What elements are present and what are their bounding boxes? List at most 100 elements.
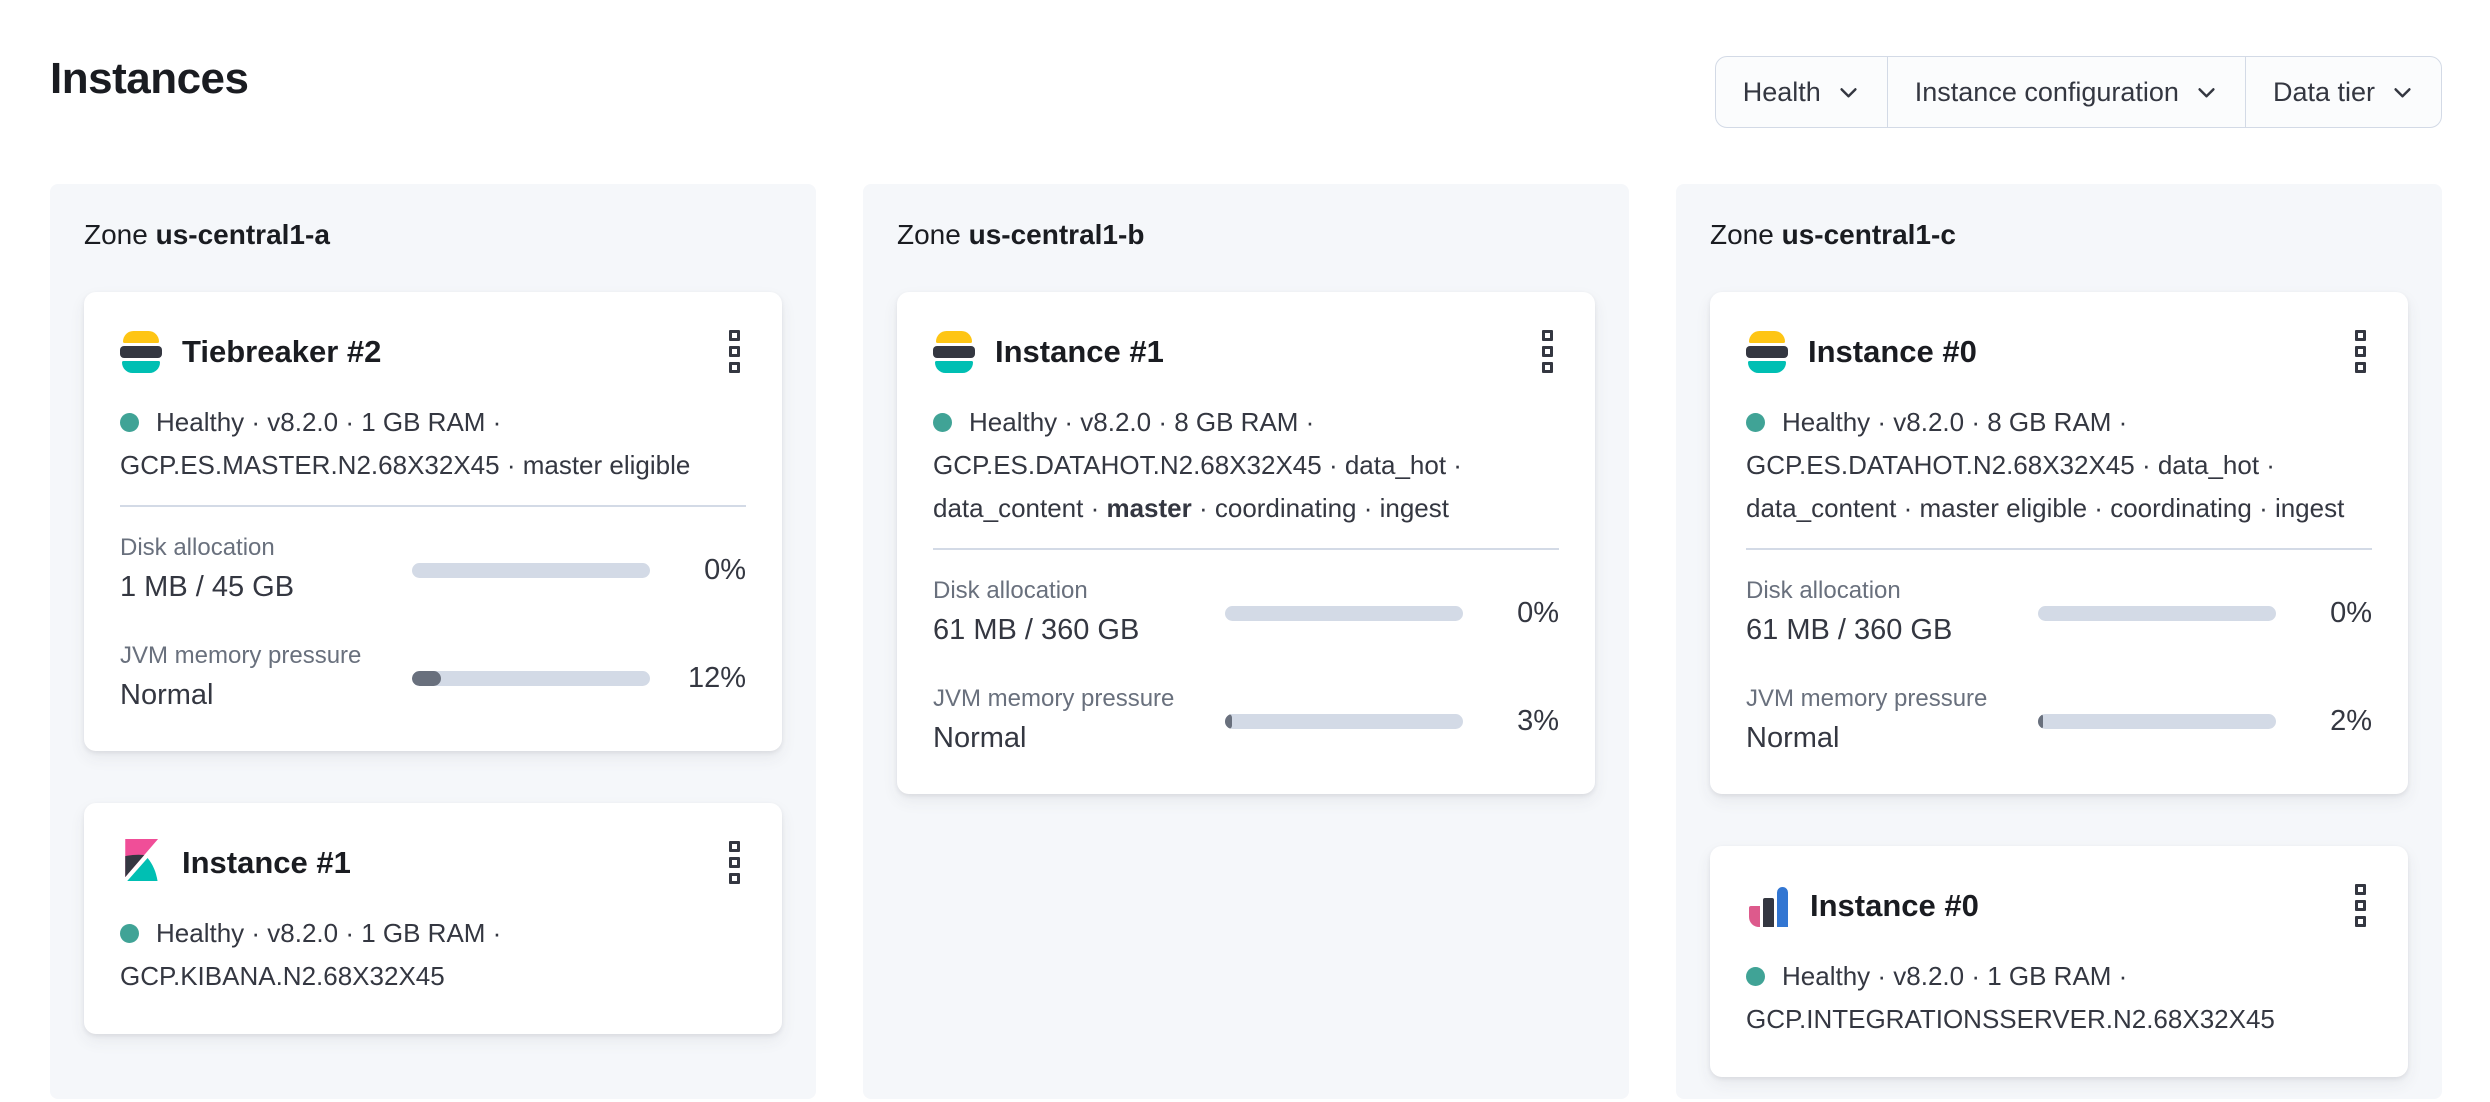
menu-box-icon <box>1542 330 1553 341</box>
filter-button-label: Data tier <box>2272 76 2375 107</box>
instance-menu-button[interactable] <box>2349 324 2372 379</box>
metric-bar-fill <box>412 670 441 686</box>
instance-card-header: Tiebreaker #2 <box>120 324 746 379</box>
instance-meta: Healthy · v8.2.0 · 8 GB RAM · GCP.ES.DATA… <box>1746 401 2372 530</box>
instance-meta-line: GCP.ES.MASTER.N2.68X32X45 · master eligi… <box>120 444 746 487</box>
metric-text: Disk allocation 61 MB / 360 GB <box>1746 576 2038 650</box>
metric-value: Normal <box>933 722 1027 754</box>
zones-container: Zone us-central1-a Tiebreaker #2 Healthy ·… <box>0 184 2490 1099</box>
elasticsearch-logo-icon <box>1746 330 1788 373</box>
menu-box-icon <box>729 346 740 357</box>
menu-box-icon <box>2355 346 2366 357</box>
meta-text: Healthy · v8.2.0 · 1 GB RAM · <box>1782 961 2128 991</box>
instance-meta-line: data_content · master · coordinating · i… <box>933 487 1559 530</box>
zone-cards: Instance #0 Healthy · v8.2.0 · 8 GB RAM ·… <box>1710 292 2408 1077</box>
menu-box-icon <box>729 873 740 884</box>
disk-allocation-metric: Disk allocation 1 MB / 45 GB 0% <box>120 533 746 607</box>
disk-allocation-metric: Disk allocation 61 MB / 360 GB 0% <box>1746 576 2372 650</box>
instance-card: Tiebreaker #2 Healthy · v8.2.0 · 1 GB RAM… <box>84 292 782 751</box>
instance-card: Instance #0 Healthy · v8.2.0 · 1 GB RAM ·… <box>1710 846 2408 1077</box>
zone-label-prefix: Zone <box>1710 219 1774 250</box>
instance-meta-line: data_content · master eligible · coordin… <box>1746 487 2372 530</box>
instance-title[interactable]: Instance #1 <box>182 844 351 880</box>
instance-title[interactable]: Instance #1 <box>995 333 1164 369</box>
instance-card: Instance #1 Healthy · v8.2.0 · 8 GB RAM ·… <box>897 292 1595 794</box>
instance-meta: Healthy · v8.2.0 · 1 GB RAM · GCP.ES.MAST… <box>120 401 746 487</box>
card-divider <box>120 505 746 507</box>
health-status-icon <box>1746 967 1765 986</box>
menu-box-icon <box>729 330 740 341</box>
instance-menu-button[interactable] <box>2349 878 2372 933</box>
metric-text: JVM memory pressure Normal <box>1746 684 2038 758</box>
zone-label: Zone us-central1-c <box>1710 218 2408 252</box>
page-title: Instances <box>50 54 249 103</box>
meta-text: GCP.INTEGRATIONSSERVER.N2.68X32X45 <box>1746 1004 2275 1034</box>
filter-group: Health Instance configuration Data tier <box>1714 56 2442 128</box>
zone-label: Zone us-central1-b <box>897 218 1595 252</box>
zone-cards: Instance #1 Healthy · v8.2.0 · 8 GB RAM ·… <box>897 292 1595 794</box>
jvm-memory-pressure-metric: JVM memory pressure Normal 12% <box>120 641 746 715</box>
metric-label: JVM memory pressure <box>933 685 1175 712</box>
jvm-memory-pressure-bar <box>1225 713 1463 729</box>
instance-meta-line: Healthy · v8.2.0 · 8 GB RAM · <box>933 401 1559 444</box>
metric-bar-fill <box>1225 713 1233 729</box>
kibana-logo-icon <box>120 839 162 886</box>
zone-name: us-central1-a <box>155 219 330 250</box>
filter-button-health[interactable]: Health <box>1716 57 1888 127</box>
instance-menu-button[interactable] <box>723 835 746 890</box>
instance-title[interactable]: Instance #0 <box>1808 333 1977 369</box>
zone-label: Zone us-central1-a <box>84 218 782 252</box>
elasticsearch-logo-icon <box>120 330 162 373</box>
instance-menu-button[interactable] <box>723 324 746 379</box>
instance-meta-line: Healthy · v8.2.0 · 1 GB RAM · <box>120 401 746 444</box>
meta-text: Healthy · v8.2.0 · 8 GB RAM · <box>1782 407 2128 437</box>
instance-meta: Healthy · v8.2.0 · 1 GB RAM · GCP.INTEGRA… <box>1746 955 2372 1041</box>
health-status-icon <box>120 413 139 432</box>
chevron-down-icon <box>2394 87 2411 97</box>
health-status-icon <box>933 413 952 432</box>
meta-text: GCP.KIBANA.N2.68X32X45 <box>120 961 445 991</box>
metric-percent: 12% <box>687 661 746 694</box>
chevron-down-icon <box>1840 87 1857 97</box>
meta-text: GCP.ES.DATAHOT.N2.68X32X45 · data_hot · <box>1746 450 2275 480</box>
health-status-icon <box>1746 413 1765 432</box>
metric-percent: 2% <box>2330 704 2372 737</box>
instance-meta-line: GCP.KIBANA.N2.68X32X45 <box>120 955 746 998</box>
instance-meta: Healthy · v8.2.0 · 8 GB RAM · GCP.ES.DATA… <box>933 401 1559 530</box>
integrations-server-logo-icon <box>1746 885 1790 927</box>
card-divider <box>933 548 1559 550</box>
health-status-icon <box>120 924 139 943</box>
zone-cards: Tiebreaker #2 Healthy · v8.2.0 · 1 GB RAM… <box>84 292 782 1034</box>
chevron-down-icon <box>2198 87 2215 97</box>
instance-title[interactable]: Tiebreaker #2 <box>182 333 382 369</box>
metric-value: Normal <box>120 679 214 711</box>
menu-box-icon <box>2355 330 2366 341</box>
disk-allocation-metric: Disk allocation 61 MB / 360 GB 0% <box>933 576 1559 650</box>
menu-box-icon <box>2355 362 2366 373</box>
filter-button-data-tier[interactable]: Data tier <box>2246 57 2441 127</box>
filter-button-instance-configuration[interactable]: Instance configuration <box>1888 57 2246 127</box>
metric-value: Normal <box>1746 722 1840 754</box>
menu-box-icon <box>2355 900 2366 911</box>
page-header: Instances Health Instance configuration Da… <box>0 0 2490 128</box>
instance-card-header: Instance #0 <box>1746 324 2372 379</box>
zone-name: us-central1-c <box>1781 219 1956 250</box>
meta-text: data_content · <box>933 493 1107 523</box>
card-divider <box>1746 548 2372 550</box>
instance-meta: Healthy · v8.2.0 · 1 GB RAM · GCP.KIBANA.… <box>120 912 746 998</box>
metric-label: Disk allocation <box>933 577 1088 604</box>
elasticsearch-logo-icon <box>933 330 975 373</box>
meta-text: Healthy · v8.2.0 · 1 GB RAM · <box>156 918 502 948</box>
zone-panel-us-central1-a: Zone us-central1-a Tiebreaker #2 Healthy ·… <box>50 184 816 1099</box>
meta-text: data_content · master eligible · coordin… <box>1746 493 2345 523</box>
filter-button-label: Health <box>1742 76 1821 107</box>
instance-metrics: Disk allocation 1 MB / 45 GB 0% JVM memory … <box>120 533 746 715</box>
metric-label: JVM memory pressure <box>120 642 362 669</box>
metric-label: Disk allocation <box>1746 577 1901 604</box>
metric-percent: 0% <box>704 553 746 586</box>
instance-meta-line: GCP.INTEGRATIONSSERVER.N2.68X32X45 <box>1746 998 2372 1041</box>
zone-panel-us-central1-b: Zone us-central1-b Instance #1 Healthy · v… <box>863 184 1629 1099</box>
instance-title[interactable]: Instance #0 <box>1810 887 1979 923</box>
menu-box-icon <box>1542 362 1553 373</box>
instance-menu-button[interactable] <box>1536 324 1559 379</box>
